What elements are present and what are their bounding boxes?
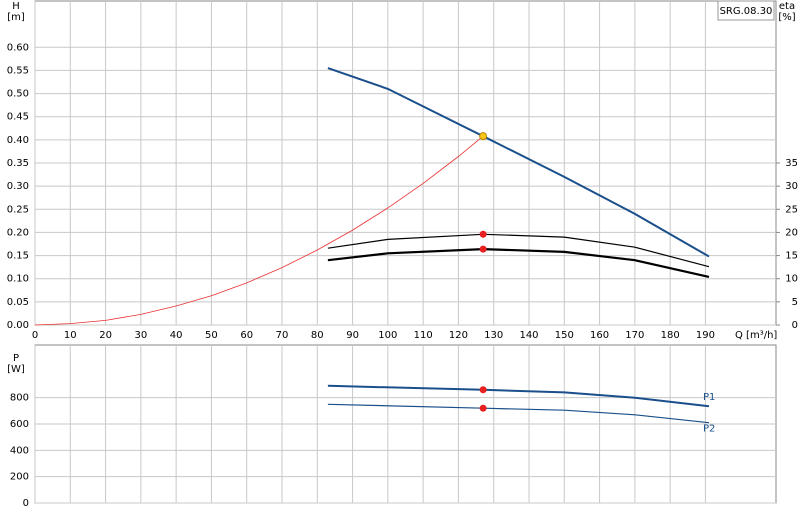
y2-tick-label: 35 [785, 158, 798, 169]
y-tick-label: 0.40 [7, 135, 29, 146]
operating-point [479, 132, 488, 141]
y-tick-label: 0.60 [7, 42, 29, 53]
title-box [717, 0, 775, 21]
operating-point [479, 230, 487, 238]
x-tick-label: 40 [170, 330, 183, 341]
y2-tick-label: 30 [785, 181, 798, 192]
series-label: P1 [703, 392, 715, 403]
y-tick-label: 0.45 [7, 112, 29, 123]
x-tick-label: 20 [99, 330, 112, 341]
series-label: P2 [703, 424, 715, 435]
operating-point [479, 245, 487, 253]
y-tick-label: 400 [10, 445, 29, 456]
y2-axis-label: eta [779, 1, 795, 12]
x-tick-label: 110 [414, 330, 433, 341]
y-axis-unit: [m] [7, 12, 25, 23]
operating-point [479, 404, 487, 412]
y2-tick-label: 20 [785, 227, 798, 238]
x-tick-label: 50 [205, 330, 218, 341]
y-tick-label: 0.05 [7, 297, 29, 308]
curve [327, 247, 710, 278]
y2-tick-label: 5 [792, 297, 798, 308]
y2-tick-label: 25 [785, 204, 798, 215]
y-tick-label: 600 [10, 419, 29, 430]
x-tick-label: 60 [240, 330, 253, 341]
y2-tick-label: 10 [785, 274, 798, 285]
y-axis-unit: [W] [7, 364, 25, 375]
y-tick-label: 0.30 [7, 181, 29, 192]
y-axis-label: H [12, 1, 20, 12]
y-tick-label: 0.10 [7, 274, 29, 285]
y-tick-label: 0.15 [7, 251, 29, 262]
y2-tick-label: 15 [785, 251, 798, 262]
y-tick-label: 0.25 [7, 204, 29, 215]
curve [327, 403, 710, 424]
x-tick-label: 150 [555, 330, 574, 341]
x-tick-label: 120 [449, 330, 468, 341]
x-tick-label: 160 [590, 330, 609, 341]
y-tick-label: 0 [23, 498, 29, 509]
x-tick-label: 30 [134, 330, 147, 341]
y-axis-label: P [13, 353, 19, 364]
x-tick-label: 90 [346, 330, 359, 341]
y-tick-label: 0.20 [7, 227, 29, 238]
x-tick-label: 10 [64, 330, 77, 341]
x-tick-label: 0 [32, 330, 38, 341]
curve [34, 135, 484, 326]
y-tick-label: 200 [10, 472, 29, 483]
curve [327, 233, 710, 268]
y-tick-label: 0.35 [7, 158, 29, 169]
chart-title: SRG.08.30 [720, 6, 773, 17]
x-tick-label: 70 [276, 330, 289, 341]
x-tick-label: 80 [311, 330, 324, 341]
x-tick-label: 100 [378, 330, 397, 341]
y2-tick-label: 0 [792, 320, 798, 331]
y-tick-label: 0.50 [7, 89, 29, 100]
x-tick-label: 180 [661, 330, 680, 341]
y-tick-label: 0.00 [7, 320, 29, 331]
x-tick-label: 140 [519, 330, 538, 341]
y-tick-label: 0.55 [7, 65, 29, 76]
x-axis-label: Q [m³/h] [735, 330, 777, 341]
y2-axis-unit: [%] [778, 12, 795, 23]
curve [327, 67, 710, 258]
curve [327, 384, 710, 408]
operating-point [479, 386, 487, 394]
x-tick-label: 190 [696, 330, 715, 341]
x-tick-label: 170 [625, 330, 644, 341]
y-tick-label: 800 [10, 393, 29, 404]
x-tick-label: 130 [484, 330, 503, 341]
